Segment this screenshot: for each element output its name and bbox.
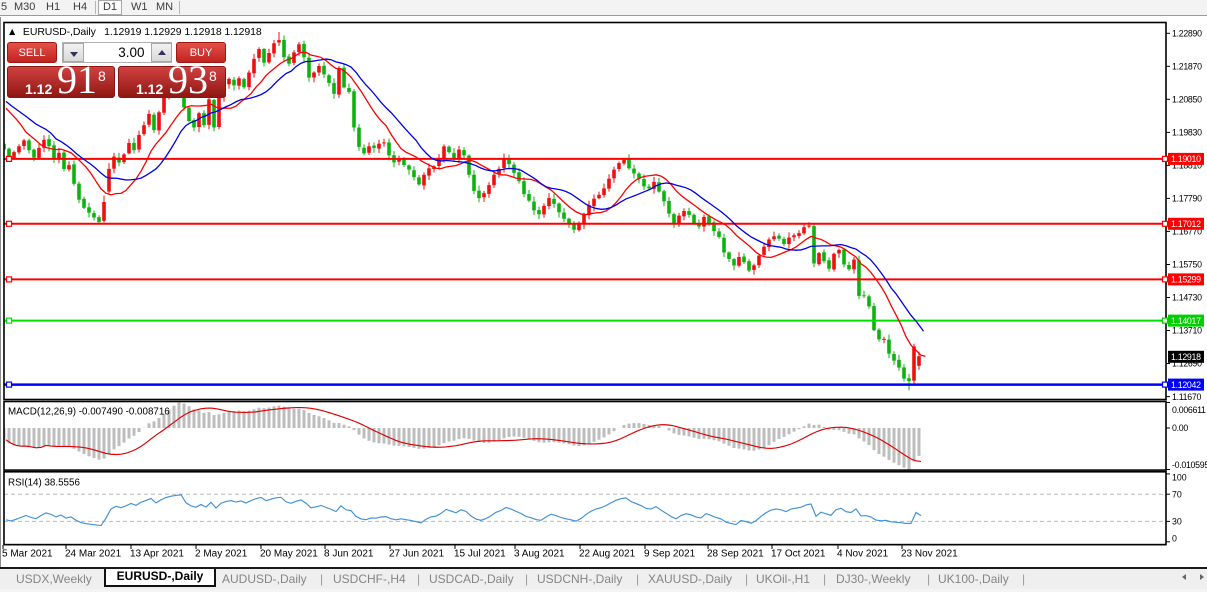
svg-text:100: 100 xyxy=(1172,473,1187,483)
svg-text:2 May 2021: 2 May 2021 xyxy=(195,549,248,560)
svg-text:1.17012: 1.17012 xyxy=(1171,219,1201,229)
svg-text:15 Jul 2021: 15 Jul 2021 xyxy=(454,549,506,560)
svg-text:0: 0 xyxy=(1172,534,1177,544)
svg-text:5 Mar 2021: 5 Mar 2021 xyxy=(2,549,53,560)
svg-text:70: 70 xyxy=(1172,489,1182,499)
svg-text:1.22890: 1.22890 xyxy=(1172,29,1202,39)
svg-text:8 Jun 2021: 8 Jun 2021 xyxy=(324,549,374,560)
svg-text:20 May 2021: 20 May 2021 xyxy=(260,549,318,560)
svg-text:1.12042: 1.12042 xyxy=(1171,380,1201,390)
svg-text:27 Jun 2021: 27 Jun 2021 xyxy=(389,549,444,560)
svg-text:1.11670: 1.11670 xyxy=(1172,392,1201,402)
svg-text:17 Oct 2021: 17 Oct 2021 xyxy=(771,549,826,560)
svg-text:22 Aug 2021: 22 Aug 2021 xyxy=(579,549,636,560)
svg-text:-0.010595: -0.010595 xyxy=(1172,460,1207,470)
svg-text:1.15750: 1.15750 xyxy=(1172,260,1202,270)
svg-text:1.14730: 1.14730 xyxy=(1172,293,1202,303)
svg-text:1.18810: 1.18810 xyxy=(1172,161,1202,171)
svg-text:13 Apr 2021: 13 Apr 2021 xyxy=(130,549,184,560)
svg-text:3 Aug 2021: 3 Aug 2021 xyxy=(514,549,565,560)
svg-text:1.15299: 1.15299 xyxy=(1171,275,1201,285)
svg-text:0.00: 0.00 xyxy=(1172,423,1188,433)
svg-text:1.12690: 1.12690 xyxy=(1172,359,1202,369)
svg-text:1.21870: 1.21870 xyxy=(1172,62,1202,72)
svg-text:1.12918: 1.12918 xyxy=(1171,352,1201,362)
svg-text:9 Sep 2021: 9 Sep 2021 xyxy=(644,549,696,560)
svg-text:RSI(14) 38.5556: RSI(14) 38.5556 xyxy=(8,478,80,489)
svg-text:1.14017: 1.14017 xyxy=(1171,316,1201,326)
svg-text:1.16770: 1.16770 xyxy=(1172,227,1202,237)
svg-text:1.19010: 1.19010 xyxy=(1171,154,1201,164)
svg-text:28 Sep 2021: 28 Sep 2021 xyxy=(707,549,764,560)
svg-text:23 Nov 2021: 23 Nov 2021 xyxy=(901,549,958,560)
svg-text:30: 30 xyxy=(1172,517,1182,527)
svg-text:0.006611: 0.006611 xyxy=(1172,405,1206,415)
svg-text:1.17790: 1.17790 xyxy=(1172,194,1202,204)
svg-text:1.19830: 1.19830 xyxy=(1172,128,1202,138)
svg-text:1.13710: 1.13710 xyxy=(1172,326,1202,336)
svg-text:24 Mar 2021: 24 Mar 2021 xyxy=(65,549,122,560)
svg-text:1.20850: 1.20850 xyxy=(1172,95,1202,105)
svg-text:MACD(12,26,9) -0.007490 -0.008: MACD(12,26,9) -0.007490 -0.008716 xyxy=(8,407,170,418)
svg-text:4 Nov 2021: 4 Nov 2021 xyxy=(837,549,889,560)
